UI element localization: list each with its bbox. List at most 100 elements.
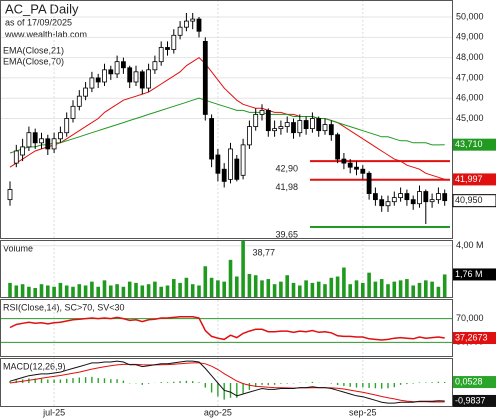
volume-bar [39, 284, 44, 297]
histogram-bar [223, 383, 225, 400]
histogram-bar [34, 378, 36, 384]
volume-bar [146, 284, 151, 297]
volume-bar [442, 274, 447, 297]
candle-body [354, 166, 359, 170]
volume-bar [203, 266, 208, 297]
last-value-box [453, 332, 496, 345]
y-tick-label: 47,000 [456, 72, 484, 82]
volume-bar [172, 279, 176, 297]
histogram-bar [122, 380, 125, 384]
histogram-bar [229, 383, 232, 398]
histogram-bar [349, 383, 351, 387]
volume-bar [209, 277, 214, 297]
x-tick-label: sep-25 [349, 407, 377, 417]
candle-body [32, 132, 38, 144]
panel-frame [0, 358, 453, 407]
candle-body [316, 118, 322, 132]
volume-bar [279, 281, 283, 297]
volume-bar [367, 272, 371, 297]
histogram-bar [330, 383, 332, 384]
x-tick-label: jul-25 [42, 407, 65, 417]
candle-body [366, 172, 372, 194]
volume-bar [127, 281, 132, 297]
panel-title: Volume [3, 243, 33, 253]
volume-bar [304, 280, 308, 297]
histogram-bar [166, 382, 169, 384]
candle-body [114, 61, 120, 75]
volume-bar [430, 281, 434, 297]
volume-bar [27, 286, 31, 297]
histogram-bar [72, 378, 74, 384]
volume-bar [235, 276, 239, 297]
candle-body [20, 146, 26, 156]
candle-body [347, 162, 353, 168]
histogram-bar [248, 383, 251, 390]
histogram-bar [40, 378, 43, 384]
candle-body [26, 132, 32, 148]
candle-body [121, 61, 126, 69]
histogram-bar [147, 383, 150, 384]
volume-bar [52, 286, 56, 297]
volume-bar [411, 285, 415, 297]
histogram-bar [412, 383, 414, 384]
chart-title: AC_PA Daily [5, 1, 79, 16]
histogram-bar [406, 383, 408, 385]
volume-bar [228, 259, 233, 297]
volume-bar [184, 277, 189, 297]
candle-body [435, 193, 441, 201]
volume-bar [329, 277, 334, 297]
histogram-bar [368, 383, 370, 388]
candle-body [102, 69, 107, 83]
line [9, 316, 445, 341]
candle-body [70, 105, 76, 119]
histogram-bar [362, 383, 364, 388]
volume-bar [134, 282, 138, 297]
volume-bar [96, 286, 100, 297]
candle-body [196, 18, 202, 32]
annotation: 38,77 [252, 247, 275, 257]
histogram-bar [437, 381, 440, 384]
histogram-bar [84, 377, 87, 384]
candle-body [183, 20, 189, 28]
candle-body [240, 144, 246, 176]
y-tick-label: 50,000 [456, 11, 484, 21]
volume-bar [20, 284, 25, 297]
candle-body [278, 126, 284, 130]
histogram-bar [280, 383, 282, 384]
candle-body [7, 189, 13, 201]
histogram-bar [418, 382, 421, 384]
y-tick-label: 49,000 [456, 32, 484, 42]
candle-body [398, 193, 404, 199]
candle-body [303, 120, 309, 130]
histogram-bar [185, 380, 188, 384]
level-label: 42,90 [275, 163, 298, 173]
line [9, 97, 445, 154]
volume-bar [115, 284, 119, 297]
histogram-bar [267, 383, 269, 386]
candle-body [95, 77, 101, 83]
candle-body [328, 124, 334, 136]
histogram-bar [59, 379, 62, 384]
candle-body [379, 199, 385, 207]
candle-body [284, 122, 290, 128]
histogram-bar [261, 383, 263, 385]
volume-bar [436, 286, 441, 297]
candle-body [234, 158, 240, 180]
volume-bar [405, 279, 409, 297]
candle-body [171, 34, 177, 50]
candle-body [297, 120, 303, 134]
volume-bar [260, 280, 264, 297]
candle-body [39, 138, 44, 144]
histogram-bar [236, 383, 238, 398]
candle-body [89, 77, 95, 89]
volume-bar [253, 275, 258, 297]
histogram-bar [444, 382, 446, 384]
candle-body [259, 109, 265, 115]
y-tick-label: 4,00 M [456, 240, 484, 250]
last-value-label: 0,0528 [455, 376, 483, 386]
volume-bar [266, 279, 271, 297]
histogram-bar [336, 383, 339, 386]
candle-body [410, 199, 416, 205]
volume-bar [197, 285, 201, 297]
last-value-box [453, 394, 496, 407]
